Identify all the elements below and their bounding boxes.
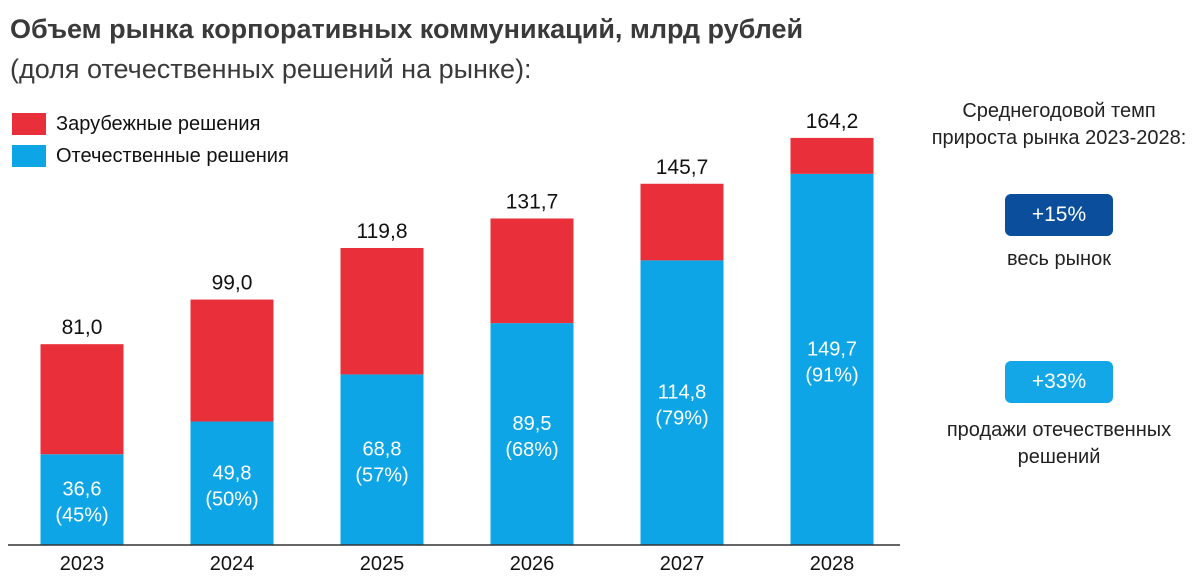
bar-domestic-2023 bbox=[40, 454, 124, 545]
bar-foreign-2026 bbox=[490, 218, 574, 324]
domestic-value-label-2023: 36,6 bbox=[63, 479, 102, 501]
domestic-share-label-2027: (79%) bbox=[655, 408, 708, 430]
x-tick-label-2027: 2027 bbox=[660, 553, 705, 575]
growth-panel-title: Среднегодовой темп прироста рынка 2023-2… bbox=[900, 98, 1200, 152]
domestic-share-label-2025: (57%) bbox=[355, 465, 408, 487]
x-tick-label-2025: 2025 bbox=[360, 553, 405, 575]
x-tick-label-2026: 2026 bbox=[510, 553, 555, 575]
bar-foreign-2024 bbox=[190, 299, 274, 422]
bar-domestic-2026 bbox=[490, 323, 574, 545]
chart-subtitle: (доля отечественных решений на рынке): bbox=[10, 54, 532, 84]
bar-foreign-2023 bbox=[40, 344, 124, 455]
x-tick-label-2028: 2028 bbox=[810, 553, 855, 575]
domestic-value-label-2026: 89,5 bbox=[513, 413, 552, 435]
domestic-share-label-2028: (91%) bbox=[805, 364, 858, 386]
domestic-share-label-2024: (50%) bbox=[205, 488, 258, 510]
bar-chart: 81,0 36,6 (45%) 2023 99,0 49,8 (50%) 2024 119,8 6… bbox=[8, 110, 900, 575]
legend-swatch-domestic bbox=[12, 145, 46, 167]
bar-domestic-2028 bbox=[790, 173, 874, 545]
domestic-value-label-2025: 68,8 bbox=[363, 439, 402, 461]
caption-total: весь рынок bbox=[1007, 248, 1111, 270]
legend-label-domestic: Отечественные решения bbox=[56, 144, 289, 167]
total-label-2027: 145,7 bbox=[656, 156, 709, 179]
badge-domestic-growth: +33% bbox=[1005, 361, 1113, 403]
domestic-value-label-2024: 49,8 bbox=[213, 462, 252, 484]
growth-panel: Среднегодовой темп прироста рынка 2023-2… bbox=[900, 98, 1200, 152]
legend-label-foreign: Зарубежные решения bbox=[56, 112, 261, 135]
legend-item-domestic: Отечественные решения bbox=[12, 140, 289, 172]
legend: Зарубежные решения Отечественные решения bbox=[12, 108, 289, 172]
domestic-share-label-2026: (68%) bbox=[505, 439, 558, 461]
domestic-share-label-2023: (45%) bbox=[55, 505, 108, 527]
chart-title: Объем рынка корпоративных коммуникаций, … bbox=[10, 14, 804, 44]
growth-title-line2: прироста рынка 2023-2028: bbox=[931, 127, 1187, 149]
total-label-2028: 164,2 bbox=[806, 110, 859, 133]
growth-title-line1: Среднегодовой темп bbox=[962, 100, 1156, 122]
x-tick-label-2024: 2024 bbox=[210, 553, 255, 575]
bar-foreign-2027 bbox=[640, 183, 724, 261]
caption-domestic-line1: продажи отечественных bbox=[946, 419, 1172, 441]
bar-domestic-2025 bbox=[340, 374, 424, 545]
total-label-2023: 81,0 bbox=[62, 316, 103, 339]
caption-domestic: продажи отечественных решений bbox=[900, 417, 1200, 471]
badge-domestic-wrap: +33% bbox=[900, 361, 1200, 403]
badge-total-growth: +15% bbox=[1005, 194, 1113, 236]
legend-item-foreign: Зарубежные решения bbox=[12, 108, 289, 140]
bar-domestic-2027 bbox=[640, 260, 724, 545]
total-label-2024: 99,0 bbox=[212, 272, 253, 295]
domestic-value-label-2027: 114,8 bbox=[658, 382, 707, 404]
badge-total-wrap: +15% bbox=[900, 194, 1200, 236]
legend-swatch-foreign bbox=[12, 113, 46, 135]
total-label-2025: 119,8 bbox=[357, 220, 408, 243]
caption-domestic-line2: решений bbox=[1017, 446, 1101, 468]
total-label-2026: 131,7 bbox=[506, 190, 559, 213]
bar-foreign-2025 bbox=[340, 247, 424, 375]
bar-foreign-2028 bbox=[790, 137, 874, 174]
bar-domestic-2024 bbox=[190, 421, 274, 545]
x-tick-label-2023: 2023 bbox=[60, 553, 105, 575]
domestic-value-label-2028: 149,7 bbox=[807, 338, 857, 360]
